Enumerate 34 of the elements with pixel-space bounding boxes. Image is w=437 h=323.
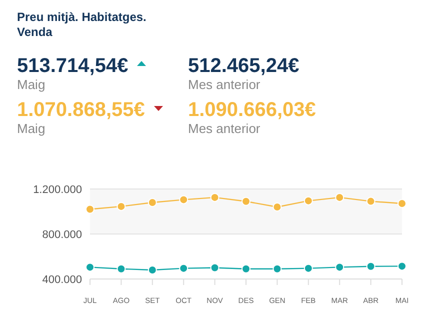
point <box>304 196 313 206</box>
point <box>210 263 220 272</box>
point <box>86 262 94 272</box>
y-tick-label: 1.200.000 <box>33 184 82 196</box>
text: Maig <box>17 121 46 136</box>
point <box>116 202 126 211</box>
chart-title: Preu mitjà. Habitatges. Venda <box>17 10 146 39</box>
point <box>210 192 220 202</box>
point <box>398 199 406 208</box>
point <box>242 196 250 206</box>
text: Mes anterior <box>188 77 261 92</box>
text: 1.070.868,55€ <box>17 99 145 121</box>
y-tick-label: 800.000 <box>42 228 82 241</box>
point <box>366 196 376 206</box>
text: 513.714,54€ <box>17 55 128 77</box>
text: Mes anterior <box>188 121 261 136</box>
text: 1.090.666,03€ <box>188 99 316 121</box>
point <box>116 264 126 274</box>
point <box>242 264 250 274</box>
point <box>398 262 406 271</box>
point <box>86 204 94 214</box>
point <box>304 264 313 273</box>
point <box>148 266 157 274</box>
point <box>272 202 282 212</box>
point <box>366 262 376 271</box>
point <box>272 264 282 274</box>
point <box>335 192 344 202</box>
point <box>179 195 188 204</box>
point <box>148 198 157 207</box>
text: Maig <box>17 77 46 92</box>
y-tick-label: 400.000 <box>42 274 82 286</box>
point <box>335 262 344 272</box>
text: 512.465,24€ <box>188 55 300 77</box>
point <box>179 264 188 273</box>
